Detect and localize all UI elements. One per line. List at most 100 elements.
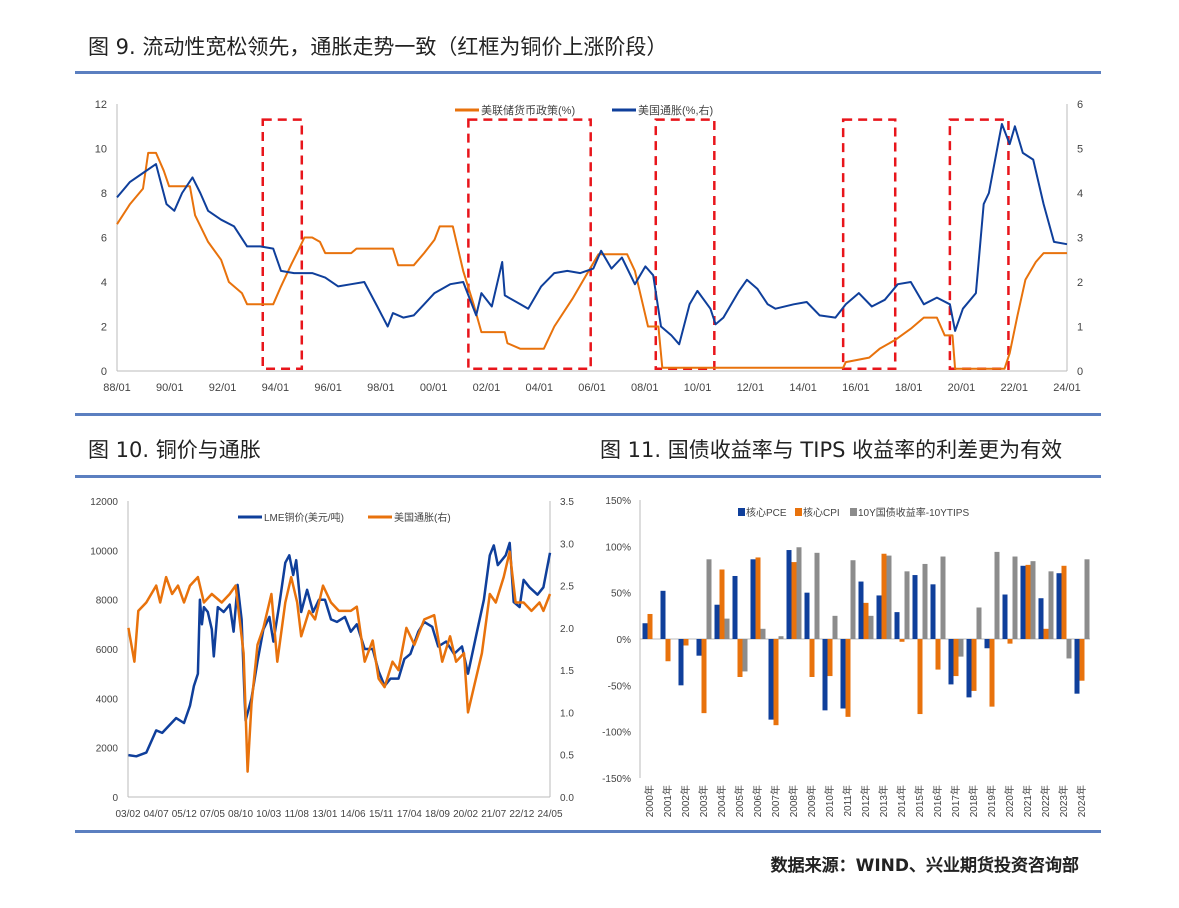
bar-2 [773,639,779,726]
bar-1 [966,639,972,698]
y-tick-label-left: 8000 [96,596,119,607]
x-tick-label: 03/02 [115,809,140,820]
x-tick-label: 07/05 [200,809,225,820]
y-tick-label: -150% [602,774,631,785]
x-tick-label: 17/04 [397,809,422,820]
bar-1 [1020,565,1026,639]
y-tick-label-right: 3.0 [560,539,574,550]
bar-1 [894,612,900,639]
divider [75,71,1101,74]
x-tick-label: 13/01 [312,809,337,820]
y-tick-label-right: 4 [1077,188,1083,200]
bar-2 [953,639,959,677]
x-tick-label: 2003年 [697,785,710,817]
x-tick-label: 2020年 [1003,785,1016,817]
x-tick-label: 00/01 [420,382,448,394]
y-tick-label-left: 8 [101,188,107,200]
bar-3 [850,560,856,639]
x-tick-label: 10/03 [256,809,281,820]
bar-2 [791,562,797,639]
bar-3 [1048,571,1054,639]
bar-2 [899,639,905,642]
y-tick-label-left: 10 [95,144,107,156]
bar-1 [786,550,792,639]
bar-1 [660,590,666,639]
x-tick-label: 08/10 [228,809,253,820]
x-tick-label: 2005年 [733,785,746,817]
y-tick-label-right: 0 [1077,366,1083,378]
divider [75,475,1101,478]
bar-3 [940,556,946,639]
highlight-box [261,118,304,371]
x-tick-label: 16/01 [842,382,870,394]
bar-1 [804,592,810,639]
y-tick-label-right: 3.5 [560,497,574,508]
bar-2 [683,639,689,646]
x-tick-label: 2000年 [643,785,656,817]
bar-1 [768,639,774,720]
x-tick-label: 2010年 [823,785,836,817]
y-tick-label: 100% [605,542,631,553]
x-tick-label: 2013年 [877,785,890,817]
x-tick-label: 2002年 [679,785,692,817]
bar-2 [989,639,995,707]
bar-1 [948,639,954,685]
y-tick-label: 150% [605,496,631,507]
legend-swatch [738,508,745,516]
bar-1 [696,639,702,656]
x-tick-label: 20/02 [453,809,478,820]
legend-label: 核心PCE [746,506,787,519]
divider [75,830,1101,833]
bar-1 [714,604,720,639]
x-tick-label: 04/01 [525,382,553,394]
bar-3 [922,563,928,639]
series-line-2 [116,123,1068,346]
y-tick-label-left: 6000 [96,645,119,656]
bar-1 [642,623,648,639]
bar-3 [1030,561,1036,639]
bar-1 [876,595,882,639]
bar-3 [904,571,910,639]
bar-2 [845,639,851,717]
x-tick-label: 88/01 [103,382,131,394]
legend-label: 美国通胀(%,右) [638,103,713,117]
bar-3 [958,639,964,657]
x-tick-label: 96/01 [314,382,342,394]
figure-11-title: 图 11. 国债收益率与 TIPS 收益率的利差更为有效 [600,438,1063,462]
bar-2 [1043,628,1049,639]
bar-1 [822,639,828,711]
y-tick-label: 0% [617,635,632,646]
bar-1 [930,584,936,639]
x-tick-label: 2022年 [1039,785,1052,817]
bar-1 [750,559,756,639]
bar-2 [917,639,923,715]
y-tick-label-right: 2.5 [560,582,574,593]
bar-1 [984,639,990,649]
y-tick-label-right: 6 [1077,99,1083,111]
y-tick-label-left: 0 [112,793,118,804]
legend-label: 美联储货币政策(%) [481,103,575,117]
bar-2 [827,639,833,677]
y-tick-label-right: 2.0 [560,624,574,635]
y-tick-label-right: 2 [1077,277,1083,289]
bar-1 [1074,639,1080,694]
bar-2 [647,613,653,639]
highlight-box [467,118,592,371]
legend-label: LME铜价(美元/吨) [264,511,344,524]
y-tick-label-left: 12 [95,99,107,111]
y-tick-label: -50% [608,681,631,692]
x-tick-label: 92/01 [209,382,237,394]
x-tick-label: 2014年 [895,785,908,817]
bar-1 [1056,573,1062,639]
bar-2 [1007,639,1013,644]
y-tick-label-left: 12000 [90,497,118,508]
x-tick-label: 14/06 [341,809,366,820]
bar-2 [1025,564,1031,639]
legend-swatch [850,508,857,516]
x-tick-label: 2023年 [1057,785,1070,817]
series-line-2 [127,550,552,773]
bar-1 [1038,598,1044,639]
legend-label: 10Y国债收益率-10YTIPS [858,506,969,519]
bar-2 [701,639,707,714]
x-tick-label: 94/01 [262,382,290,394]
